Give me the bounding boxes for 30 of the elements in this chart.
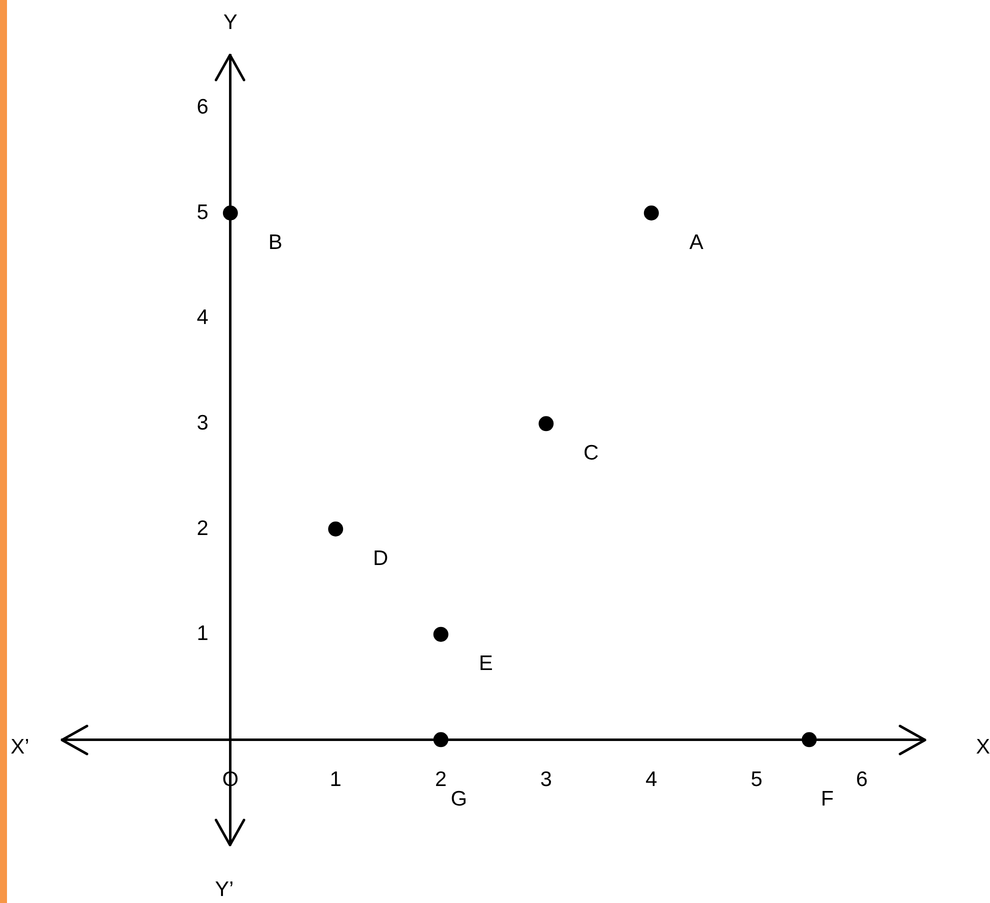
- annotation: F: [820, 787, 834, 810]
- y-tick-label: 4: [196, 306, 209, 330]
- annotation: E: [478, 652, 493, 676]
- x-tick-label: 1: [330, 768, 342, 792]
- x-tick-label: 6: [856, 768, 868, 792]
- y-tick-label: 6: [196, 95, 208, 118]
- y-axis-title: Y: [223, 10, 238, 34]
- point: [644, 206, 659, 220]
- x-tick-label: 5: [750, 768, 762, 792]
- y-tick-label: 3: [196, 411, 208, 434]
- point: [433, 626, 448, 642]
- text: Y’: [215, 878, 234, 901]
- y-tick-label: 2: [196, 516, 208, 540]
- point: [538, 416, 554, 432]
- point: [328, 522, 344, 536]
- annotation: G: [450, 787, 468, 810]
- x-tick-label: 4: [646, 768, 658, 792]
- annotation: C: [584, 441, 599, 464]
- annotation: A: [689, 230, 704, 254]
- point: [802, 732, 817, 748]
- y-tick-label: 5: [196, 200, 208, 224]
- point: [433, 732, 448, 748]
- annotation: B: [268, 230, 282, 254]
- x-axis-title: X: [976, 735, 990, 758]
- annotation: D: [373, 546, 388, 570]
- text: X’: [10, 735, 30, 758]
- x-tick-label: 3: [540, 768, 552, 792]
- point: [222, 206, 238, 220]
- y-tick-label: 1: [196, 622, 208, 646]
- x-tick-label: 2: [435, 768, 447, 792]
